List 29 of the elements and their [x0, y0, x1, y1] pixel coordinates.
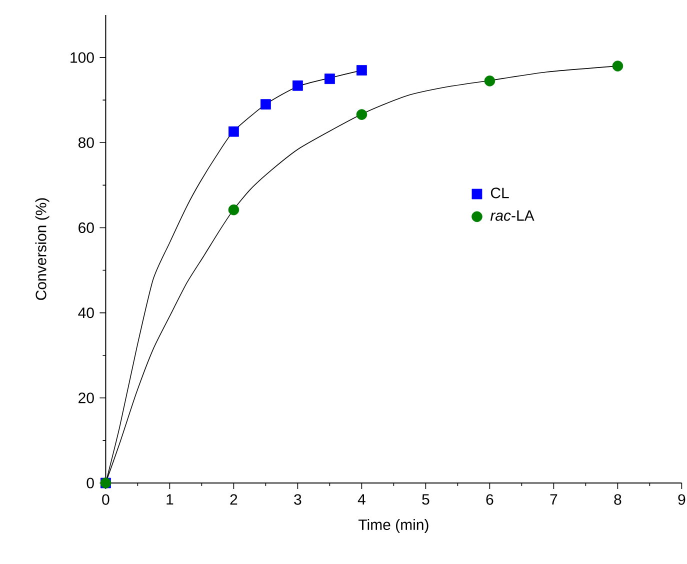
y-axis-title: Conversion (%): [35, 198, 50, 300]
x-tick-label: 9: [678, 494, 686, 505]
x-axis-title: Time (min): [358, 519, 428, 533]
point: [356, 65, 367, 76]
x-tick-label: 6: [486, 494, 494, 505]
point: [228, 204, 240, 216]
x-tick-label: 1: [166, 494, 174, 505]
point: [356, 109, 368, 120]
y-tick-label: 100: [70, 52, 94, 63]
y-tick-label: 40: [78, 308, 94, 318]
y-tick-label: 20: [78, 392, 94, 404]
y-tick-label: 0: [86, 478, 94, 488]
point: [612, 60, 624, 72]
x-tick-label: 0: [102, 494, 110, 505]
x-tick-label: 4: [358, 494, 366, 505]
legend-label: rac-LA: [490, 210, 534, 221]
legend-label: CL: [490, 188, 509, 198]
x-tick-label: 8: [614, 494, 622, 505]
y-tick-label: 80: [78, 137, 94, 148]
point: [484, 76, 496, 86]
y-tick-label: 60: [78, 222, 94, 234]
x-tick-label: 7: [550, 494, 558, 505]
x-tick-label: 2: [230, 494, 238, 505]
point: [324, 74, 335, 84]
x-tick-label: 3: [294, 494, 302, 505]
x-tick-label: 5: [422, 494, 430, 505]
point: [292, 80, 303, 91]
point: [228, 126, 239, 137]
point: [260, 99, 271, 110]
